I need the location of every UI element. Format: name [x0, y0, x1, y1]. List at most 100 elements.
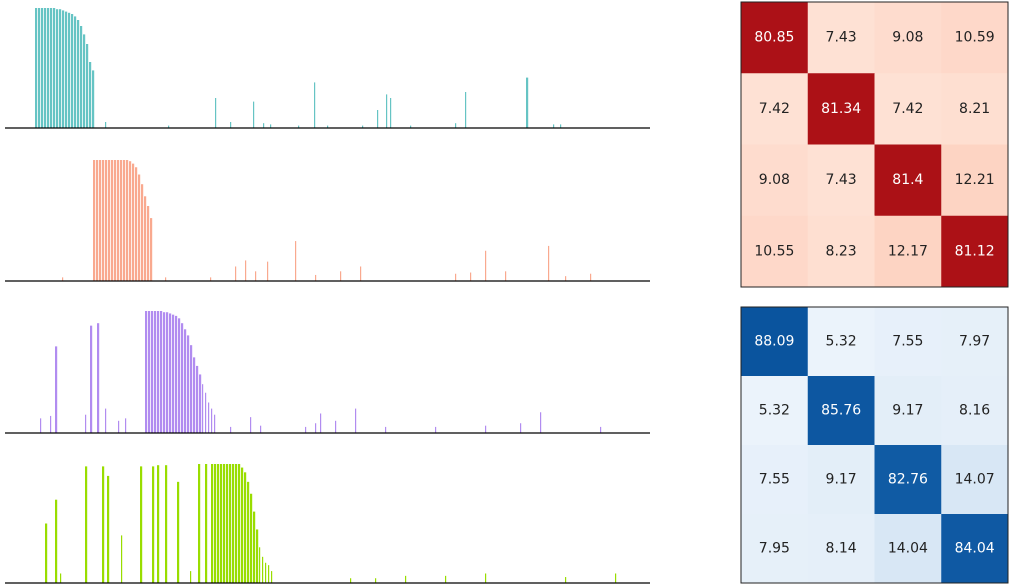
- bar: [238, 464, 241, 583]
- cell-label: 7.55: [892, 334, 923, 350]
- bar: [314, 82, 316, 128]
- bar: [111, 160, 114, 281]
- bar: [125, 418, 127, 433]
- bar: [615, 573, 617, 583]
- heatmap-cell: [807, 514, 875, 584]
- cell-label: 81.34: [821, 101, 861, 117]
- bar: [565, 276, 567, 281]
- bar: [250, 493, 253, 583]
- bar: [169, 313, 172, 433]
- bar: [205, 392, 207, 433]
- heatmap-cell: [741, 376, 809, 446]
- bar: [71, 14, 74, 128]
- bar: [385, 426, 387, 433]
- heatmap-cell: [941, 514, 1009, 584]
- bar: [145, 311, 148, 433]
- bar: [129, 161, 132, 281]
- bar: [355, 408, 357, 433]
- cell-label: 7.43: [826, 30, 857, 46]
- bar: [92, 70, 95, 128]
- bar: [177, 481, 180, 583]
- cell-label: 9.17: [826, 472, 857, 488]
- bar: [166, 312, 169, 433]
- heatmap-cell: [741, 307, 809, 377]
- bar: [229, 464, 232, 583]
- bar: [68, 12, 71, 128]
- cell-label: 7.97: [959, 334, 990, 350]
- bar: [41, 8, 44, 128]
- bar: [540, 412, 542, 433]
- heatmap-cell: [874, 307, 942, 377]
- bar: [205, 464, 208, 583]
- bar: [255, 271, 257, 281]
- bar: [455, 123, 457, 128]
- bar: [256, 529, 259, 583]
- bar: [190, 345, 193, 433]
- bar: [55, 499, 58, 583]
- bar: [89, 62, 92, 128]
- bar: [377, 110, 379, 128]
- heatmap-cell: [874, 376, 942, 446]
- bar: [315, 423, 317, 433]
- bar: [253, 101, 255, 128]
- heatmap-cell: [941, 73, 1009, 145]
- bar: [465, 92, 467, 128]
- bar: [362, 125, 364, 128]
- heatmap-cell: [941, 144, 1009, 217]
- heatmap-cell: [941, 307, 1009, 377]
- bar: [90, 325, 93, 433]
- heatmap-cell: [807, 73, 875, 145]
- bar: [93, 160, 96, 281]
- heatmap-cell: [807, 2, 875, 74]
- bar: [62, 277, 64, 281]
- bar: [138, 174, 141, 281]
- heatmap-cell: [941, 215, 1009, 288]
- bar: [172, 314, 175, 433]
- bar: [230, 122, 232, 128]
- cell-label: 85.76: [821, 403, 861, 419]
- bar: [160, 311, 163, 433]
- bar: [235, 266, 237, 281]
- heatmap-cell: [741, 514, 809, 584]
- bar: [114, 160, 117, 281]
- bar: [485, 250, 487, 281]
- bar: [223, 464, 226, 583]
- bar: [97, 323, 100, 433]
- bar: [150, 218, 153, 281]
- bar: [184, 329, 187, 433]
- bar: [96, 160, 99, 281]
- bar: [117, 160, 120, 281]
- bar: [55, 346, 58, 433]
- bar: [147, 205, 150, 281]
- cell-label: 10.59: [955, 30, 995, 46]
- bar: [405, 575, 407, 583]
- heatmap-cell: [941, 2, 1009, 74]
- heatmap-cell: [807, 445, 875, 515]
- bar: [135, 167, 138, 281]
- bar: [157, 311, 160, 433]
- bar: [210, 277, 212, 281]
- bar: [102, 160, 105, 281]
- bar: [375, 578, 377, 583]
- bar: [59, 9, 62, 129]
- bar: [193, 357, 196, 433]
- heatmap-frame: [740, 1, 1009, 288]
- bar: [260, 425, 262, 433]
- cell-label: 7.42: [892, 101, 923, 117]
- bar: [485, 425, 487, 433]
- bar: [199, 374, 202, 433]
- bar: [350, 578, 352, 583]
- bar: [230, 426, 232, 433]
- bar: [590, 273, 592, 281]
- bar: [265, 562, 267, 583]
- bar: [270, 124, 272, 128]
- bar: [50, 415, 52, 433]
- bar: [220, 464, 223, 583]
- bar: [244, 472, 247, 583]
- cell-label: 9.17: [892, 403, 923, 419]
- bar: [141, 184, 144, 281]
- bar: [85, 466, 88, 583]
- cell-label: 10.55: [754, 243, 794, 259]
- bar: [181, 323, 184, 433]
